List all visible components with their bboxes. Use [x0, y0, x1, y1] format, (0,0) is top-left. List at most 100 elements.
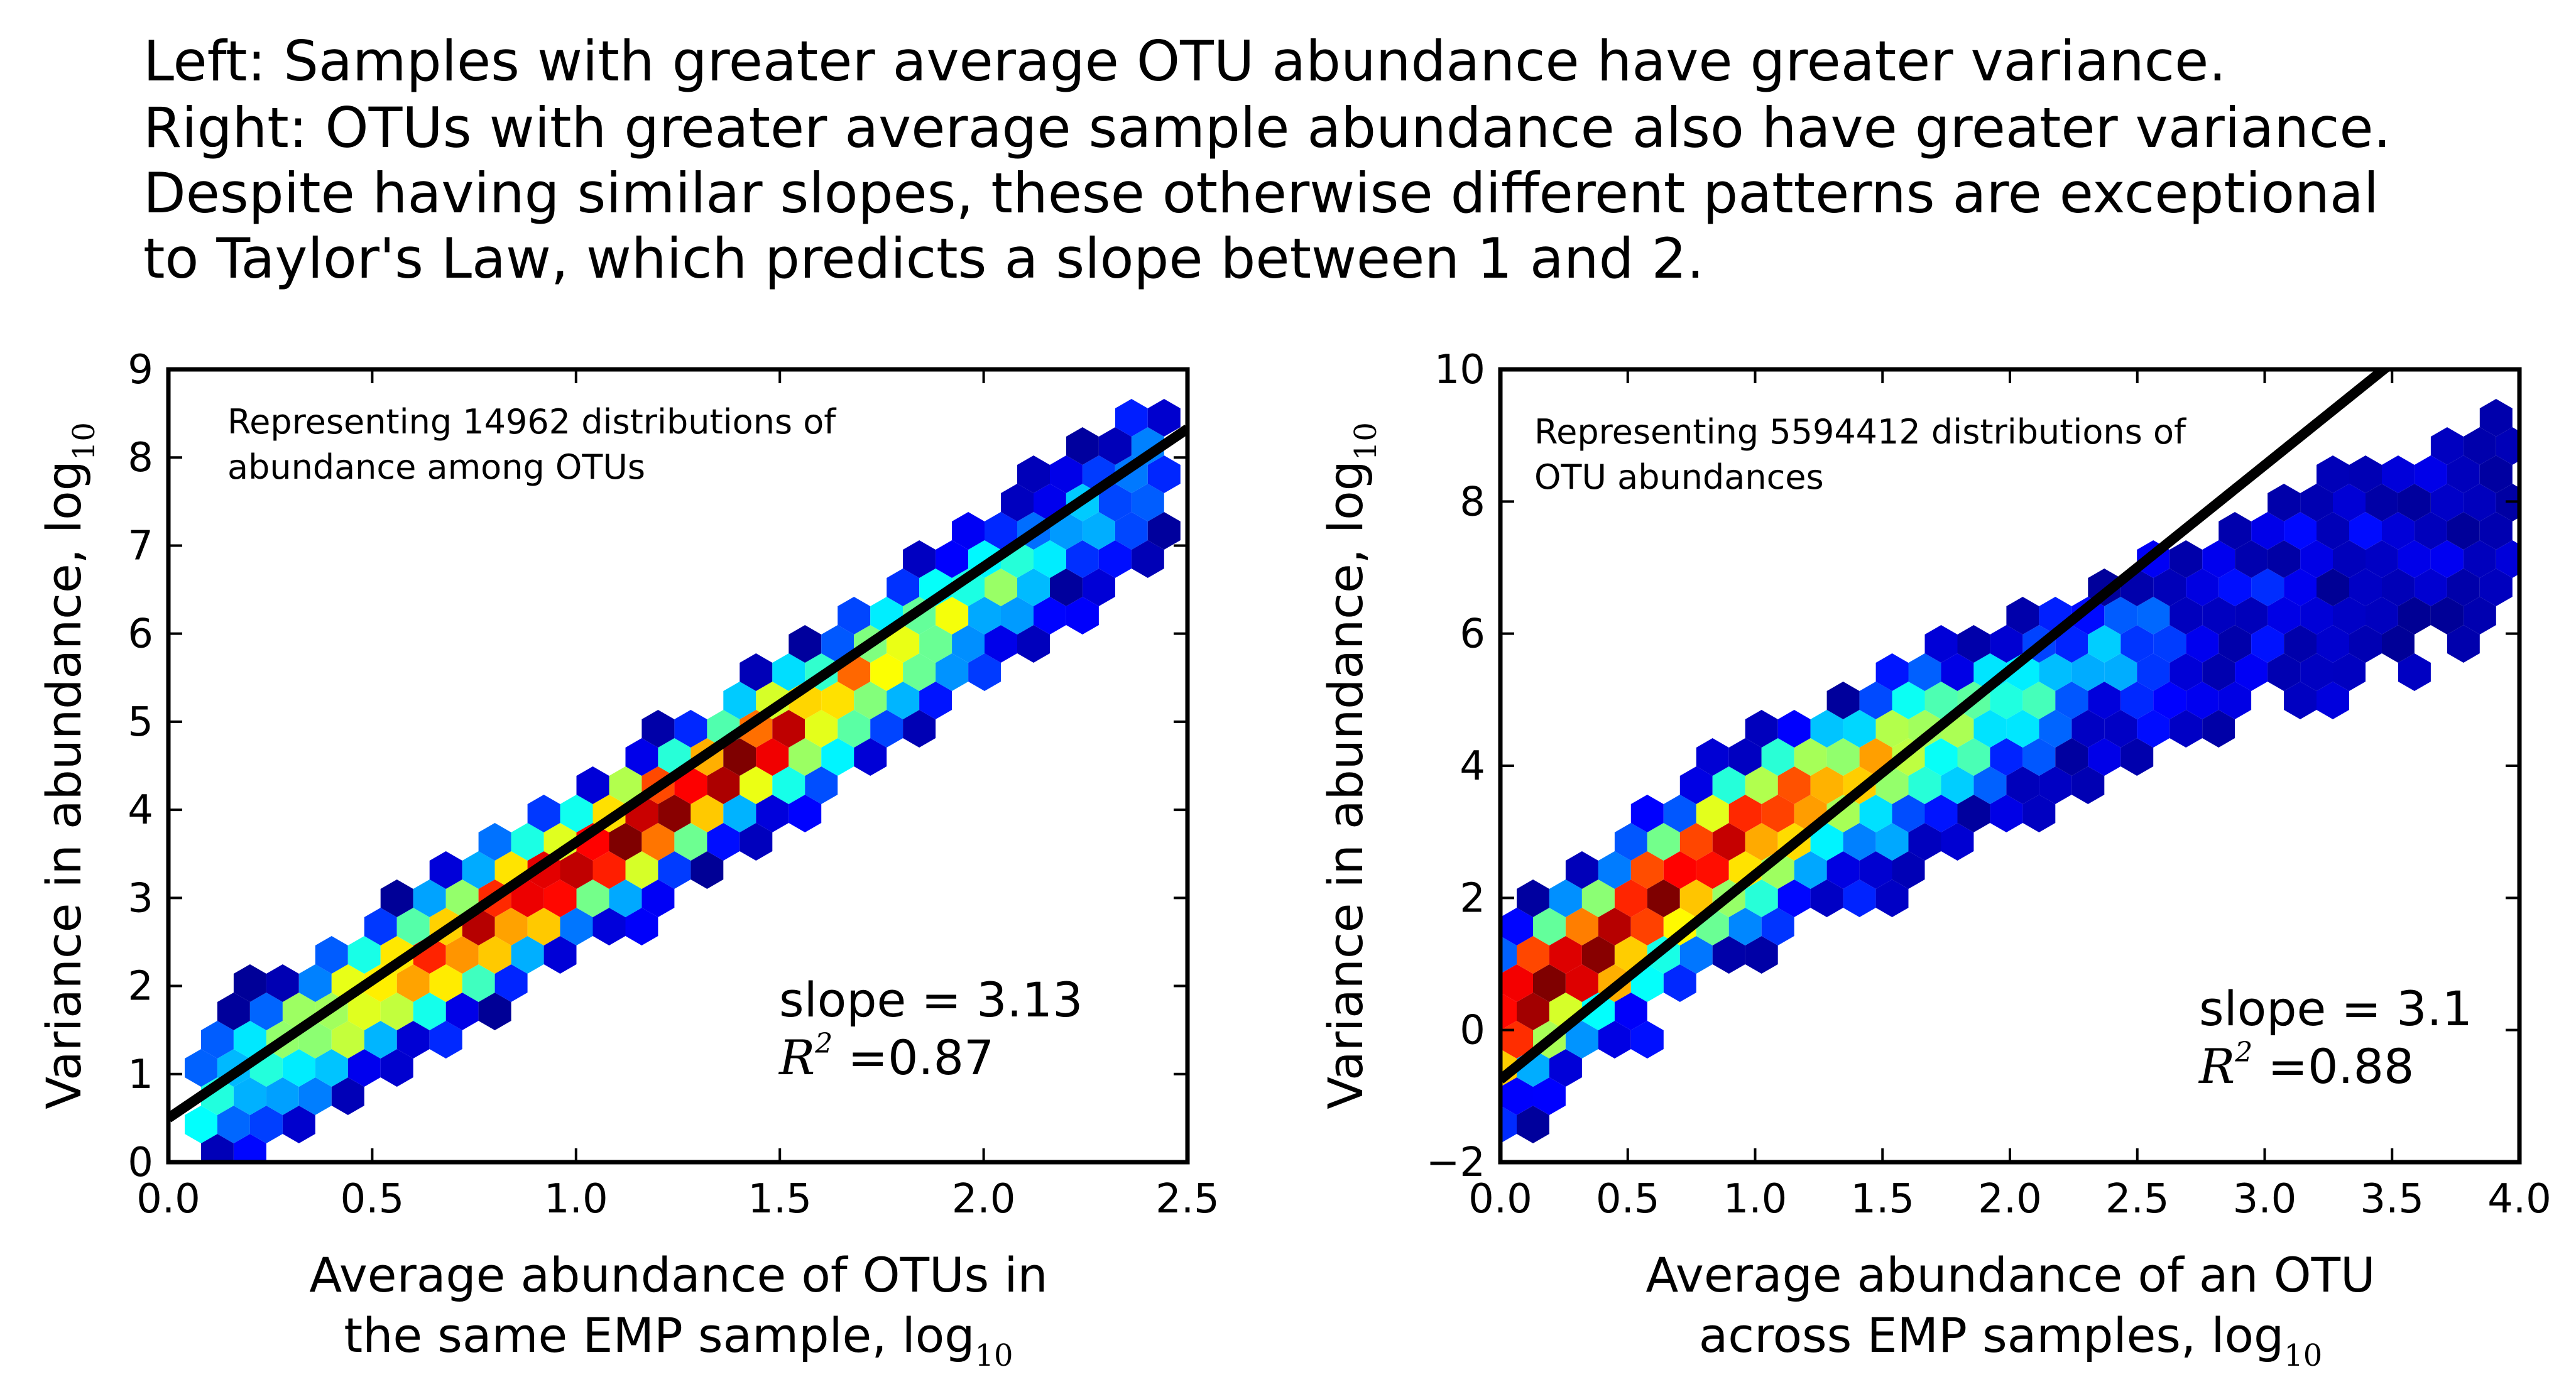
right-hexbin-cell — [1598, 851, 1631, 889]
right-hexbin-cell — [2300, 653, 2333, 691]
left-y-tick-label: 1 — [128, 1052, 153, 1098]
right-hexbin-cell — [2333, 597, 2366, 634]
left-y-axis-label-text: Variance in abundance, log — [36, 460, 92, 1109]
caption-line-3: Despite having similar slopes, these oth… — [143, 161, 2379, 226]
right-x-tick-label: 3.5 — [2360, 1176, 2424, 1222]
right-hexbin-cell — [2398, 484, 2431, 521]
left-hexbin-cell — [903, 540, 936, 578]
right-chart: 0.0 0.5 1.0 1.5 2.0 2.5 3.0 3.5 4.0 −2 0 2 4 6 8 10 Rep… — [1318, 347, 2551, 1373]
right-y-axis-label-text: Variance in abundance, log — [1318, 460, 1373, 1109]
left-hexbin-cell — [854, 738, 887, 776]
right-hexbin-cell — [1663, 795, 1696, 832]
right-hexbin-cell — [2300, 484, 2333, 521]
right-hexbin-cell — [1614, 993, 1647, 1030]
right-hexbin-cell — [2268, 597, 2301, 634]
right-hexbin-cell — [2169, 597, 2203, 634]
right-hexbin-cell — [2349, 455, 2382, 493]
right-hexbin-cell — [1533, 1077, 1566, 1115]
right-hexbin-cell — [1630, 851, 1664, 889]
left-hexbin-cell — [1017, 569, 1050, 606]
left-hexbin-cell — [968, 597, 1001, 634]
right-r2-text: R2 =0.88 — [2198, 1037, 2414, 1094]
left-hexbin-cell — [1147, 455, 1181, 493]
left-hexbin-cell — [543, 879, 577, 917]
left-hexbin-cell — [249, 1106, 283, 1143]
left-hexbin-cell — [364, 1021, 397, 1059]
right-hexbin-cell — [1843, 879, 1876, 917]
right-hexbin-cell — [2120, 625, 2154, 663]
left-hexbin-cell — [1082, 569, 1115, 606]
left-hexbin-cell — [429, 1021, 462, 1059]
left-hexbin-cell — [478, 936, 511, 974]
right-hexbin-cell — [2202, 710, 2235, 748]
right-hexbin-cell — [1924, 682, 1958, 719]
right-hexbin-cell — [1777, 710, 1811, 748]
left-hexbin-cell — [821, 682, 854, 719]
right-hexbin-cell — [2479, 512, 2513, 550]
left-hexbin-cell — [1001, 484, 1034, 521]
right-hexbin-cell — [2235, 540, 2268, 578]
right-hexbin-cell — [1810, 823, 1843, 861]
right-hexbin-cell — [1745, 936, 1778, 974]
left-hexbin-cell — [282, 1106, 315, 1143]
right-hexbin-cell — [1745, 879, 1778, 917]
right-hexbin-cell — [2349, 512, 2382, 550]
right-hexbin-cell — [1859, 851, 1892, 889]
left-hexbin-cell — [740, 823, 773, 861]
right-hexbin-cell — [2251, 512, 2284, 550]
right-hexbin-cell — [1696, 738, 1729, 776]
left-hexbin-cell — [266, 964, 299, 1002]
left-hexbin-cell — [233, 964, 266, 1002]
right-hexbin-cell — [1630, 1021, 1664, 1059]
right-hexbin-cell — [1500, 908, 1533, 945]
left-hexbin-cell — [347, 993, 381, 1030]
right-hexbin-cell — [1728, 908, 1762, 945]
left-y-tick-label: 5 — [128, 699, 153, 746]
left-r2-value: =0.87 — [832, 1030, 994, 1086]
right-x-axis-label-text: across EMP samples, log — [1699, 1307, 2284, 1363]
left-hexbin-cell — [903, 710, 936, 748]
right-hexbin-cell — [2137, 653, 2170, 691]
right-hexbin-cell — [1500, 1077, 1533, 1115]
right-hexbin-cell — [2104, 597, 2137, 634]
right-hexbin-cell — [2366, 597, 2398, 634]
left-hexbin-cell — [560, 908, 593, 945]
right-hexbin-cell — [1761, 795, 1794, 832]
left-hexbin-cell — [445, 879, 479, 917]
left-hexbin-cell — [1034, 597, 1066, 634]
left-hexbin-cell — [266, 1077, 299, 1115]
right-x-axis-label-line-1: Average abundance of an OTU — [1645, 1247, 2375, 1303]
left-hexbin-cell — [838, 710, 871, 748]
right-hexbin-cell — [1500, 1106, 1517, 1143]
left-hexbin-cell — [887, 569, 920, 606]
right-hexbin-cell — [2300, 540, 2333, 578]
right-r2-value: =0.88 — [2252, 1038, 2414, 1094]
left-hexbin-cell — [560, 795, 593, 832]
right-hexbin-cell — [1517, 993, 1549, 1030]
right-hexbin-cell — [1598, 908, 1631, 945]
right-hexbin-layer — [1500, 399, 2519, 1143]
left-hexbin-cell — [887, 682, 920, 719]
right-hexbin-cell — [2447, 625, 2480, 663]
right-hexbin-cell — [2055, 625, 2088, 663]
right-hexbin-cell — [1957, 738, 1990, 776]
right-hexbin-cell — [1533, 964, 1566, 1002]
left-hexbin-cell — [576, 879, 609, 917]
left-hexbin-cell — [936, 597, 969, 634]
left-hexbin-cell — [674, 823, 707, 861]
left-annotation-line-2: abundance among OTUs — [227, 447, 645, 487]
right-hexbin-cell — [1957, 795, 1990, 832]
right-hexbin-cell — [1728, 795, 1762, 832]
right-annotation-line-1: Representing 5594412 distributions of — [1534, 412, 2187, 452]
left-plot-frame — [166, 367, 1190, 1165]
right-hexbin-cell — [2463, 427, 2496, 465]
left-y-tick-label: 3 — [128, 875, 153, 922]
right-hexbin-cell — [1663, 964, 1696, 1002]
right-hexbin-cell — [2447, 512, 2480, 550]
right-hexbin-cell — [2202, 540, 2235, 578]
left-hexbin-cell — [690, 795, 724, 832]
right-hexbin-cell — [2186, 569, 2219, 606]
right-hexbin-cell — [2235, 653, 2268, 691]
left-hexbin-cell — [347, 936, 381, 974]
right-hexbin-cell — [1712, 823, 1745, 861]
